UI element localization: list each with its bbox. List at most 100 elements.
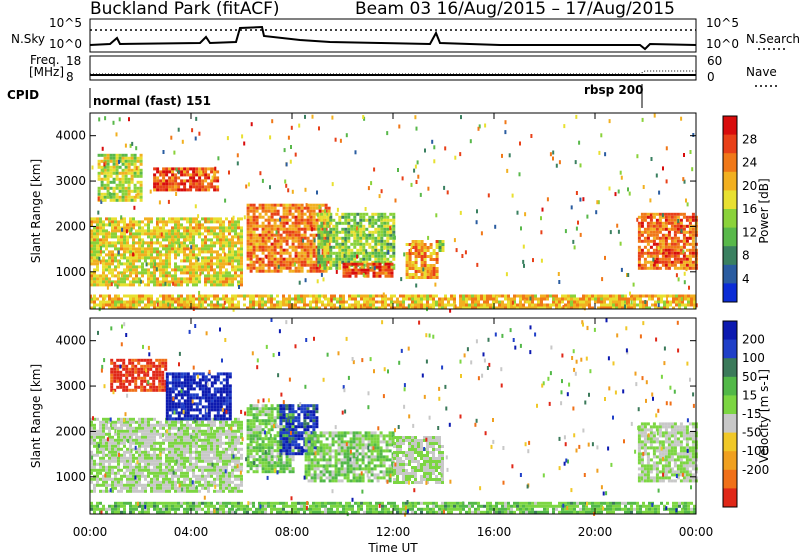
data-cell <box>534 303 537 307</box>
data-cell <box>112 195 116 199</box>
data-cell <box>312 221 316 225</box>
data-cell <box>129 259 132 263</box>
data-cell <box>282 215 286 219</box>
data-cell <box>108 250 111 254</box>
noise-point <box>577 220 579 225</box>
data-cell <box>162 468 165 472</box>
data-cell <box>332 239 336 243</box>
data-cell <box>133 198 137 202</box>
data-cell <box>673 239 677 243</box>
data-cell <box>90 423 93 427</box>
data-cell <box>411 264 415 267</box>
data-cell <box>135 465 138 469</box>
data-cell <box>195 179 199 183</box>
data-cell <box>249 248 253 252</box>
data-cell <box>117 297 120 301</box>
data-cell <box>240 268 243 272</box>
data-cell <box>97 189 101 193</box>
data-cell <box>105 426 108 430</box>
data-cell <box>369 306 372 310</box>
data-cell <box>246 257 250 261</box>
data-cell <box>411 240 415 243</box>
data-cell <box>664 236 668 240</box>
data-cell <box>150 265 153 269</box>
noise-point <box>552 297 555 302</box>
data-cell <box>102 474 105 478</box>
data-cell <box>386 233 390 237</box>
data-cell <box>99 483 102 487</box>
data-cell <box>637 260 641 264</box>
data-cell <box>300 269 304 273</box>
data-cell <box>156 480 159 484</box>
data-cell <box>159 182 163 186</box>
data-cell <box>237 262 240 266</box>
data-cell <box>156 462 159 466</box>
data-cell <box>96 477 99 481</box>
data-cell <box>357 294 360 298</box>
noise-point <box>354 150 357 155</box>
data-cell <box>121 162 125 166</box>
data-cell <box>345 306 348 310</box>
data-cell <box>168 444 171 448</box>
data-cell <box>240 244 243 248</box>
noise-point <box>199 271 202 276</box>
data-cell <box>168 483 171 487</box>
data-cell <box>189 250 192 254</box>
data-cell <box>210 426 213 430</box>
data-cell <box>121 156 125 160</box>
data-cell <box>96 283 99 287</box>
data-cell <box>174 280 177 284</box>
data-cell <box>216 432 219 436</box>
data-cell <box>408 243 412 246</box>
data-cell <box>111 268 114 272</box>
data-cell <box>646 221 650 225</box>
data-cell <box>264 212 268 216</box>
data-cell <box>324 203 328 207</box>
data-cell <box>350 242 354 246</box>
data-cell <box>201 259 204 263</box>
data-cell <box>159 459 162 463</box>
data-cell <box>332 251 336 255</box>
data-cell <box>222 226 225 230</box>
data-cell <box>186 477 189 481</box>
data-cell <box>189 462 192 466</box>
data-cell <box>126 303 129 307</box>
data-cell <box>156 477 159 481</box>
data-cell <box>389 248 393 252</box>
data-cell <box>162 247 165 251</box>
data-cell <box>150 294 153 298</box>
data-cell <box>153 435 156 439</box>
data-cell <box>139 162 143 166</box>
data-cell <box>126 241 129 245</box>
data-cell <box>105 477 108 481</box>
data-cell <box>675 303 678 307</box>
data-cell <box>537 297 540 301</box>
data-cell <box>255 242 259 246</box>
data-cell <box>207 173 211 177</box>
data-cell <box>138 489 141 493</box>
data-cell <box>312 269 316 273</box>
data-cell <box>383 218 387 222</box>
data-cell <box>676 227 680 231</box>
data-cell <box>258 263 262 267</box>
noise-tick-left-1: 10^0 <box>49 37 82 51</box>
data-cell <box>192 238 195 242</box>
data-cell <box>414 249 418 252</box>
data-cell <box>138 271 141 275</box>
data-cell <box>195 432 198 436</box>
data-cell <box>459 300 462 304</box>
data-cell <box>108 259 111 263</box>
data-cell <box>192 280 195 284</box>
data-cell <box>183 232 186 236</box>
data-cell <box>192 444 195 448</box>
data-cell <box>216 483 219 487</box>
data-cell <box>288 206 292 210</box>
noise-point <box>454 304 457 309</box>
data-cell <box>216 297 219 301</box>
data-cell <box>282 239 286 243</box>
data-cell <box>120 235 123 239</box>
data-cell <box>537 303 540 307</box>
data-cell <box>126 277 129 281</box>
data-cell <box>150 271 153 275</box>
data-cell <box>108 306 111 310</box>
